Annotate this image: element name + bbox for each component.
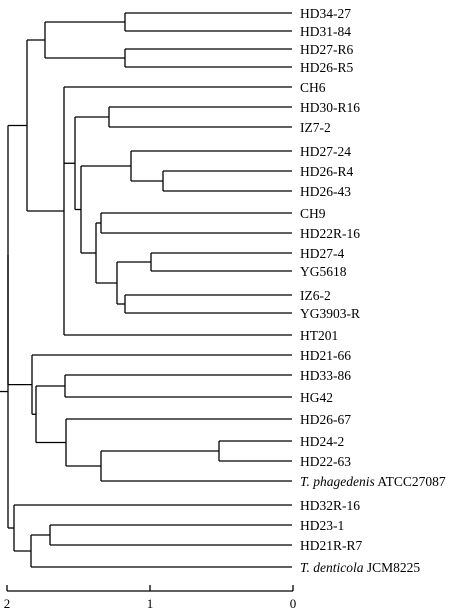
strain-name: IZ7-2 [300, 120, 331, 135]
strain-name: HD23-1 [300, 518, 344, 533]
strain-name: HD26-R4 [300, 164, 353, 179]
leaf-label: HD26-R4 [300, 164, 353, 179]
leaf-label: IZ6-2 [300, 288, 331, 303]
strain-name: HD34-27 [300, 6, 351, 21]
strain-name: HD26-67 [300, 412, 351, 427]
leaf-label: HD23-1 [300, 518, 344, 533]
strain-name: CH9 [300, 206, 326, 221]
strain-name: IZ6-2 [300, 288, 331, 303]
leaf-label: HD21-66 [300, 348, 351, 363]
leaf-label: HD27-4 [300, 246, 344, 261]
strain-name: HD22R-16 [300, 226, 360, 241]
strain-name: HD33-86 [300, 368, 351, 383]
leaf-label: HD27-24 [300, 144, 351, 159]
strain-name: HD24-2 [300, 434, 344, 449]
strain-name: HD31-84 [300, 24, 351, 39]
strain-name: HT201 [300, 328, 338, 343]
leaf-label: HG42 [300, 390, 333, 405]
strain-name: JCM8225 [364, 560, 421, 575]
species-name: T. denticola [300, 560, 364, 575]
leaf-label: HD31-84 [300, 24, 351, 39]
leaf-label: YG5618 [300, 264, 347, 279]
leaf-label: HD27-R6 [300, 42, 353, 57]
leaf-label: HD33-86 [300, 368, 351, 383]
leaf-label: HD22-63 [300, 454, 351, 469]
strain-name: YG5618 [300, 264, 347, 279]
leaf-label: HD24-2 [300, 434, 344, 449]
strain-name: HD26-R5 [300, 60, 353, 75]
leaf-label: HD26-R5 [300, 60, 353, 75]
strain-name: HG42 [300, 390, 333, 405]
leaf-label: HD30-R16 [300, 100, 360, 115]
strain-name: HD22-63 [300, 454, 351, 469]
leaf-label: HD22R-16 [300, 226, 360, 241]
strain-name: HD27-4 [300, 246, 344, 261]
tree-branches [0, 12, 292, 568]
leaf-label: HD34-27 [300, 6, 351, 21]
species-name: T. phagedenis [300, 474, 375, 489]
strain-name: ATCC27087 [375, 474, 446, 489]
leaf-label: T. denticola JCM8225 [300, 560, 420, 575]
strain-name: HD21R-R7 [300, 538, 363, 553]
leaf-labels: HD34-27 HD31-84 HD27-R6 HD26-R5 CH6 HD30-R16 I… [300, 6, 446, 575]
strain-name: HD27-24 [300, 144, 351, 159]
distance-scale-axis: 2 1 0 [4, 585, 297, 611]
scale-tick-label: 0 [290, 596, 297, 611]
strain-name: YG3903-R [300, 306, 360, 321]
strain-name: CH6 [300, 80, 326, 95]
scale-tick-label: 1 [147, 596, 154, 611]
leaf-label: IZ7-2 [300, 120, 331, 135]
strain-name: HD21-66 [300, 348, 351, 363]
scale-tick-label: 2 [4, 596, 11, 611]
leaf-label: T. phagedenis ATCC27087 [300, 474, 446, 489]
leaf-label: HD21R-R7 [300, 538, 363, 553]
leaf-label: YG3903-R [300, 306, 360, 321]
strain-name: HD26-43 [300, 184, 351, 199]
leaf-label: CH9 [300, 206, 326, 221]
leaf-label: HD26-43 [300, 184, 351, 199]
leaf-label: HD32R-16 [300, 498, 360, 513]
leaf-label: HD26-67 [300, 412, 351, 427]
strain-name: HD32R-16 [300, 498, 360, 513]
strain-name: HD27-R6 [300, 42, 353, 57]
leaf-label: CH6 [300, 80, 326, 95]
strain-name: HD30-R16 [300, 100, 360, 115]
leaf-label: HT201 [300, 328, 338, 343]
